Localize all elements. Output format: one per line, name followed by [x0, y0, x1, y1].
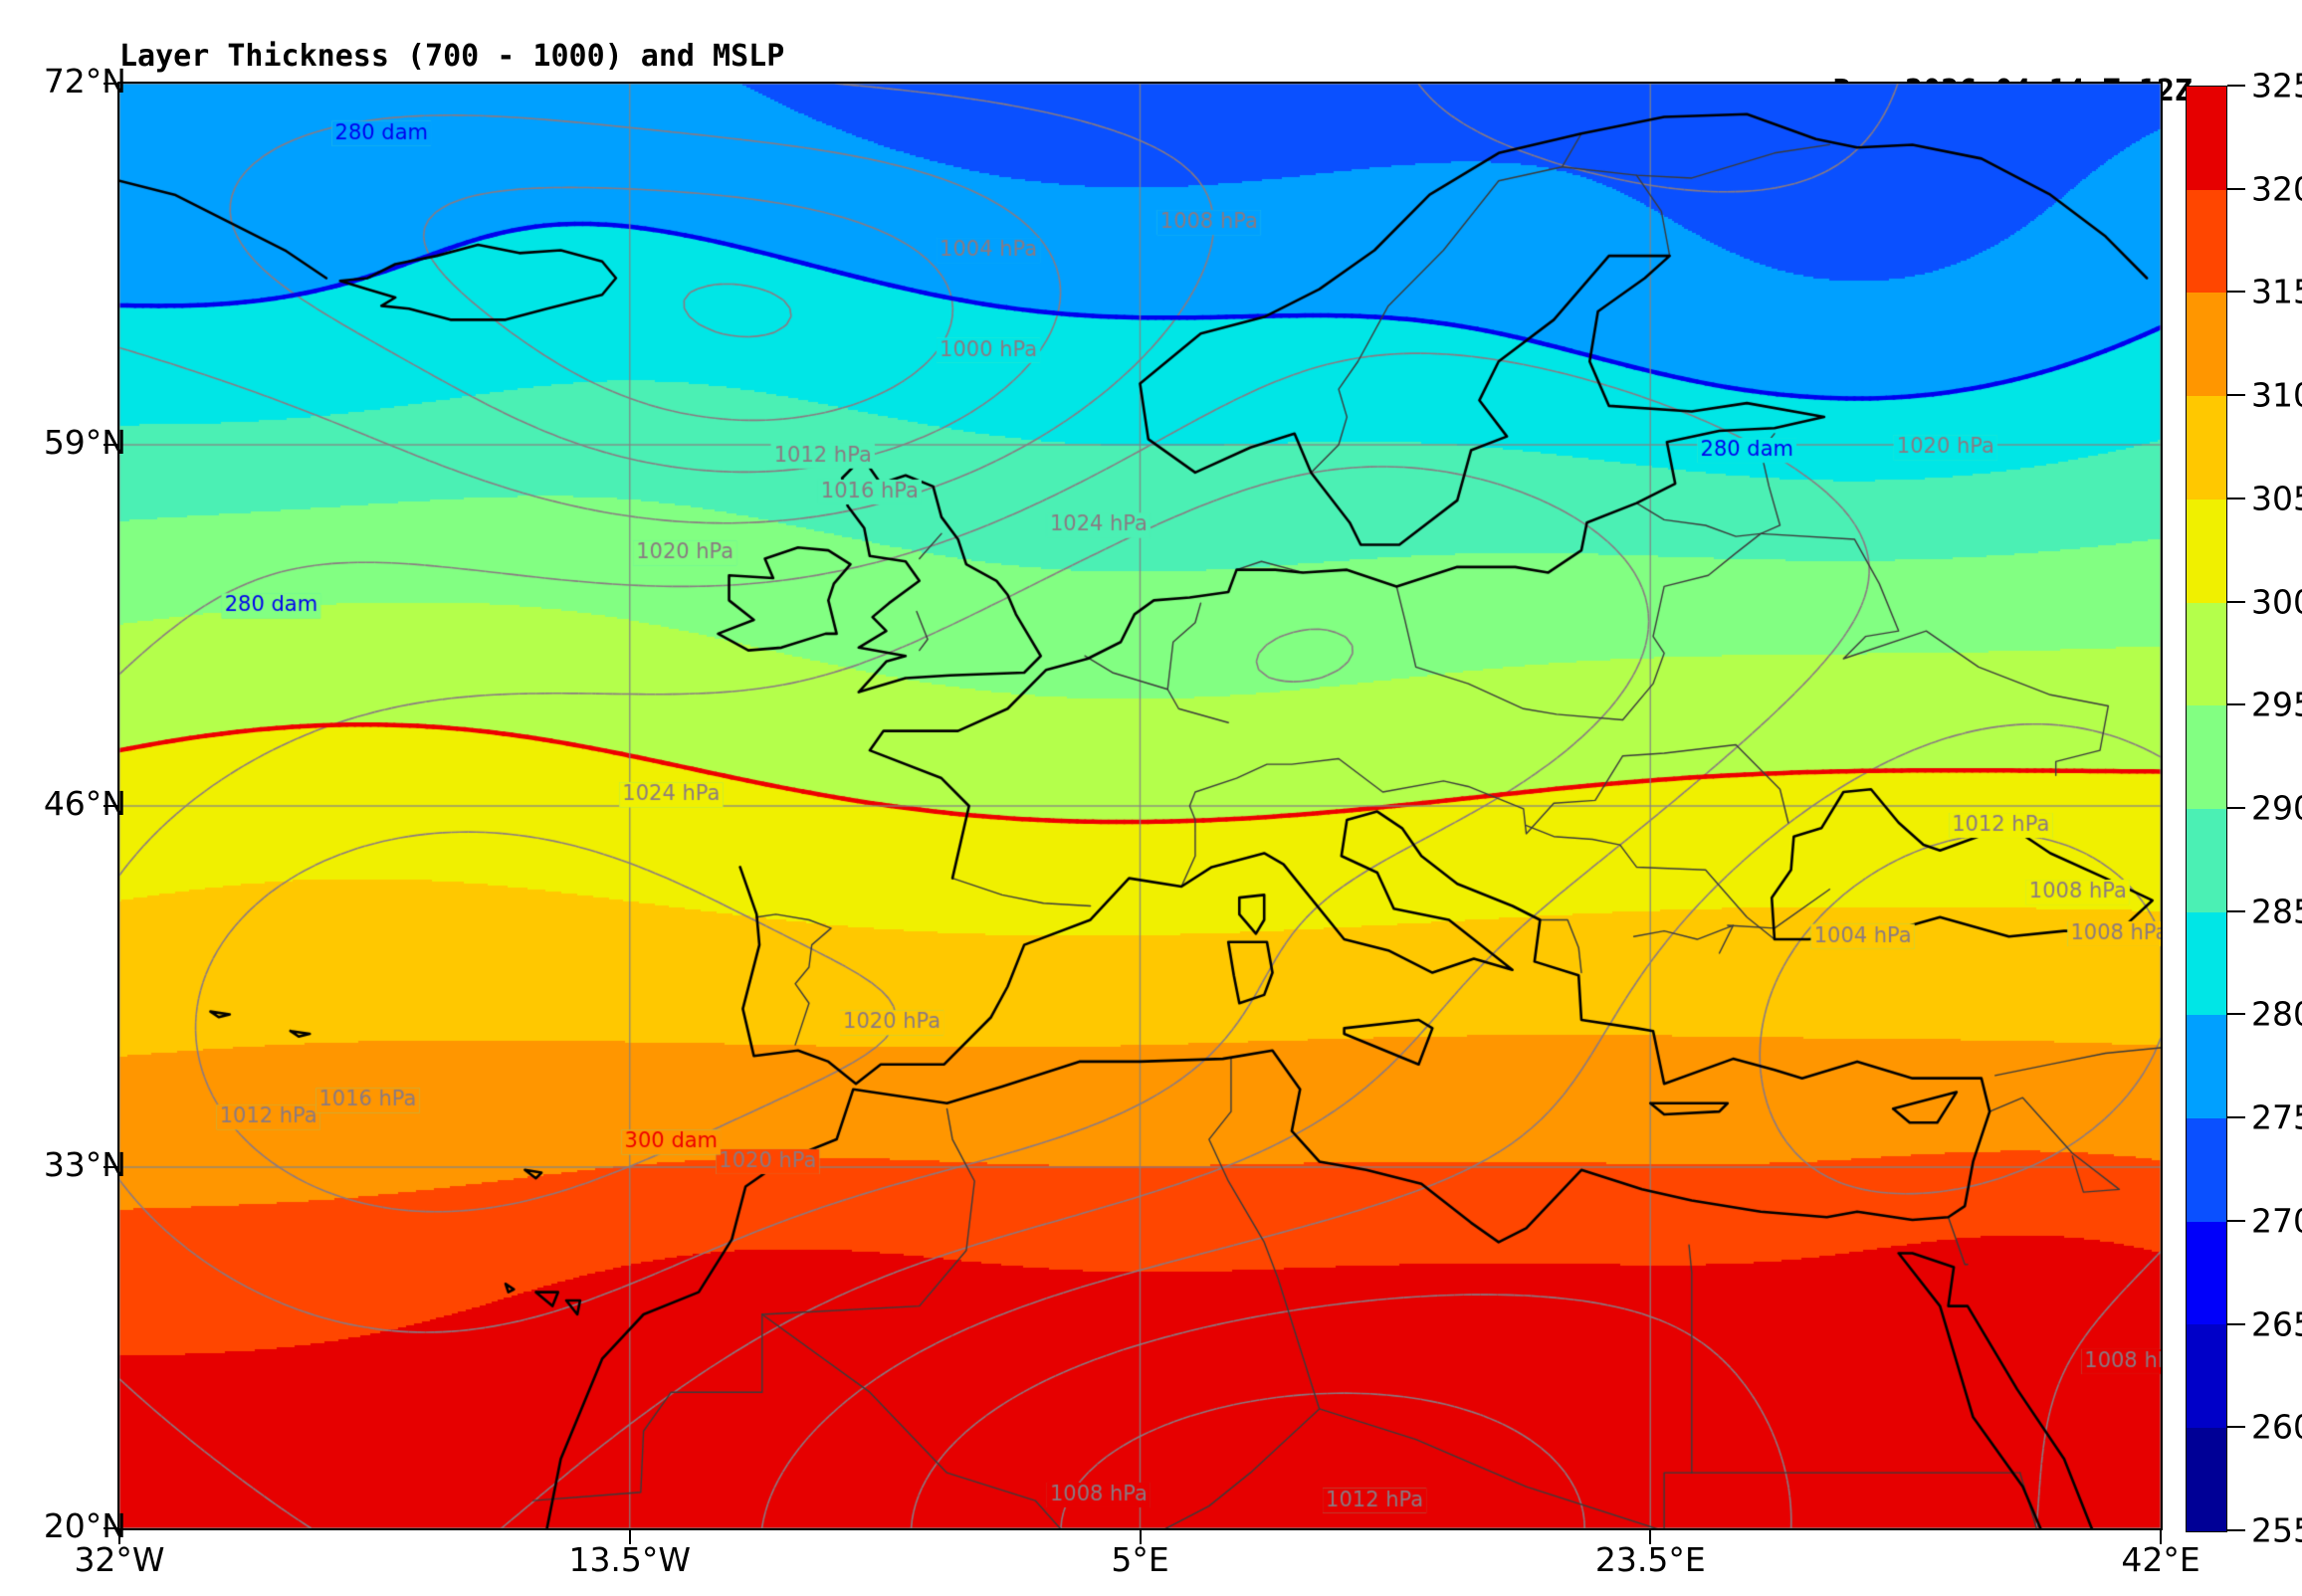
colorbar-tick-mark [2227, 807, 2245, 809]
colorbar-tick-mark [2227, 187, 2245, 190]
colorbar-tick-mark [2227, 85, 2245, 87]
x-axis-tick-label: 32°W [74, 1540, 165, 1579]
colorbar-band [2187, 808, 2226, 912]
colorbar-band [2187, 396, 2226, 499]
colorbar-tick-label: 320 [2251, 169, 2302, 209]
colorbar-tick-label: 270 [2251, 1201, 2302, 1241]
y-axis-tick-mark [104, 1166, 119, 1168]
x-axis-tick-label: 42°E [2121, 1540, 2200, 1579]
colorbar-tick-mark [2227, 291, 2245, 294]
y-axis-tick-mark [104, 805, 119, 807]
colorbar-tick-label: 300 [2251, 582, 2302, 622]
x-axis-tick-mark [1649, 1530, 1652, 1544]
colorbar-band [2187, 1221, 2226, 1325]
colorbar [2186, 86, 2227, 1532]
map-title: Layer Thickness (700 - 1000) and MSLP [119, 39, 785, 74]
x-axis-tick-mark [2160, 1530, 2162, 1544]
colorbar-band [2187, 87, 2226, 190]
colorbar-tick-mark [2227, 909, 2245, 912]
colorbar-tick-mark [2227, 703, 2245, 706]
x-axis-tick-label: 23.5°E [1594, 1540, 1706, 1579]
colorbar-band [2187, 189, 2226, 294]
colorbar-tick-label: 295 [2251, 685, 2302, 724]
colorbar-band [2187, 1324, 2226, 1429]
y-axis-tick-label: 46°N [43, 784, 126, 823]
colorbar-tick-label: 265 [2251, 1304, 2302, 1344]
colorbar-tick-mark [2227, 1013, 2245, 1016]
colorbar-tick-mark [2227, 1219, 2245, 1222]
y-axis-tick-label: 20°N [43, 1506, 126, 1545]
colorbar-tick-label: 275 [2251, 1097, 2302, 1137]
colorbar-band [2187, 911, 2226, 1016]
y-axis-tick-mark [104, 1527, 119, 1529]
x-axis-tick-mark [628, 1530, 631, 1544]
colorbar-tick-label: 285 [2251, 892, 2302, 931]
weather-map-canvas[interactable] [119, 84, 2161, 1528]
x-axis-tick-label: 13.5°W [568, 1540, 692, 1579]
y-axis-tick-mark [104, 83, 119, 85]
colorbar-tick-mark [2227, 1426, 2245, 1429]
colorbar-band [2187, 293, 2226, 397]
colorbar-tick-label: 315 [2251, 272, 2302, 311]
colorbar-band [2187, 602, 2226, 706]
x-axis-tick-mark [118, 1530, 120, 1544]
colorbar-tick-mark [2227, 497, 2245, 499]
colorbar-tick-mark [2227, 1529, 2245, 1531]
colorbar-tick-label: 325 [2251, 66, 2302, 105]
x-axis-tick-label: 5°E [1111, 1540, 1169, 1579]
colorbar-band [2187, 1015, 2226, 1119]
colorbar-tick-mark [2227, 1322, 2245, 1325]
map-plot-area[interactable] [117, 82, 2163, 1530]
colorbar-band [2187, 705, 2226, 809]
colorbar-tick-mark [2227, 394, 2245, 397]
colorbar-tick-mark [2227, 1116, 2245, 1119]
colorbar-tick-label: 280 [2251, 994, 2302, 1034]
y-axis-tick-label: 72°N [43, 62, 126, 100]
colorbar-tick-label: 305 [2251, 479, 2302, 518]
colorbar-tick-mark [2227, 600, 2245, 603]
x-axis-tick-mark [1139, 1530, 1142, 1544]
y-axis-tick-label: 59°N [43, 423, 126, 462]
colorbar-band [2187, 1118, 2226, 1222]
header: Layer Thickness (700 - 1000) and MSLP Ru… [0, 0, 2302, 183]
colorbar-tick-label: 260 [2251, 1407, 2302, 1447]
colorbar-tick-label: 310 [2251, 375, 2302, 415]
colorbar-tick-label: 255 [2251, 1510, 2302, 1550]
colorbar-tick-label: 290 [2251, 788, 2302, 828]
y-axis-tick-label: 33°N [43, 1145, 126, 1184]
colorbar-band [2187, 1428, 2226, 1531]
y-axis-tick-mark [104, 444, 119, 446]
colorbar-band [2187, 499, 2226, 603]
